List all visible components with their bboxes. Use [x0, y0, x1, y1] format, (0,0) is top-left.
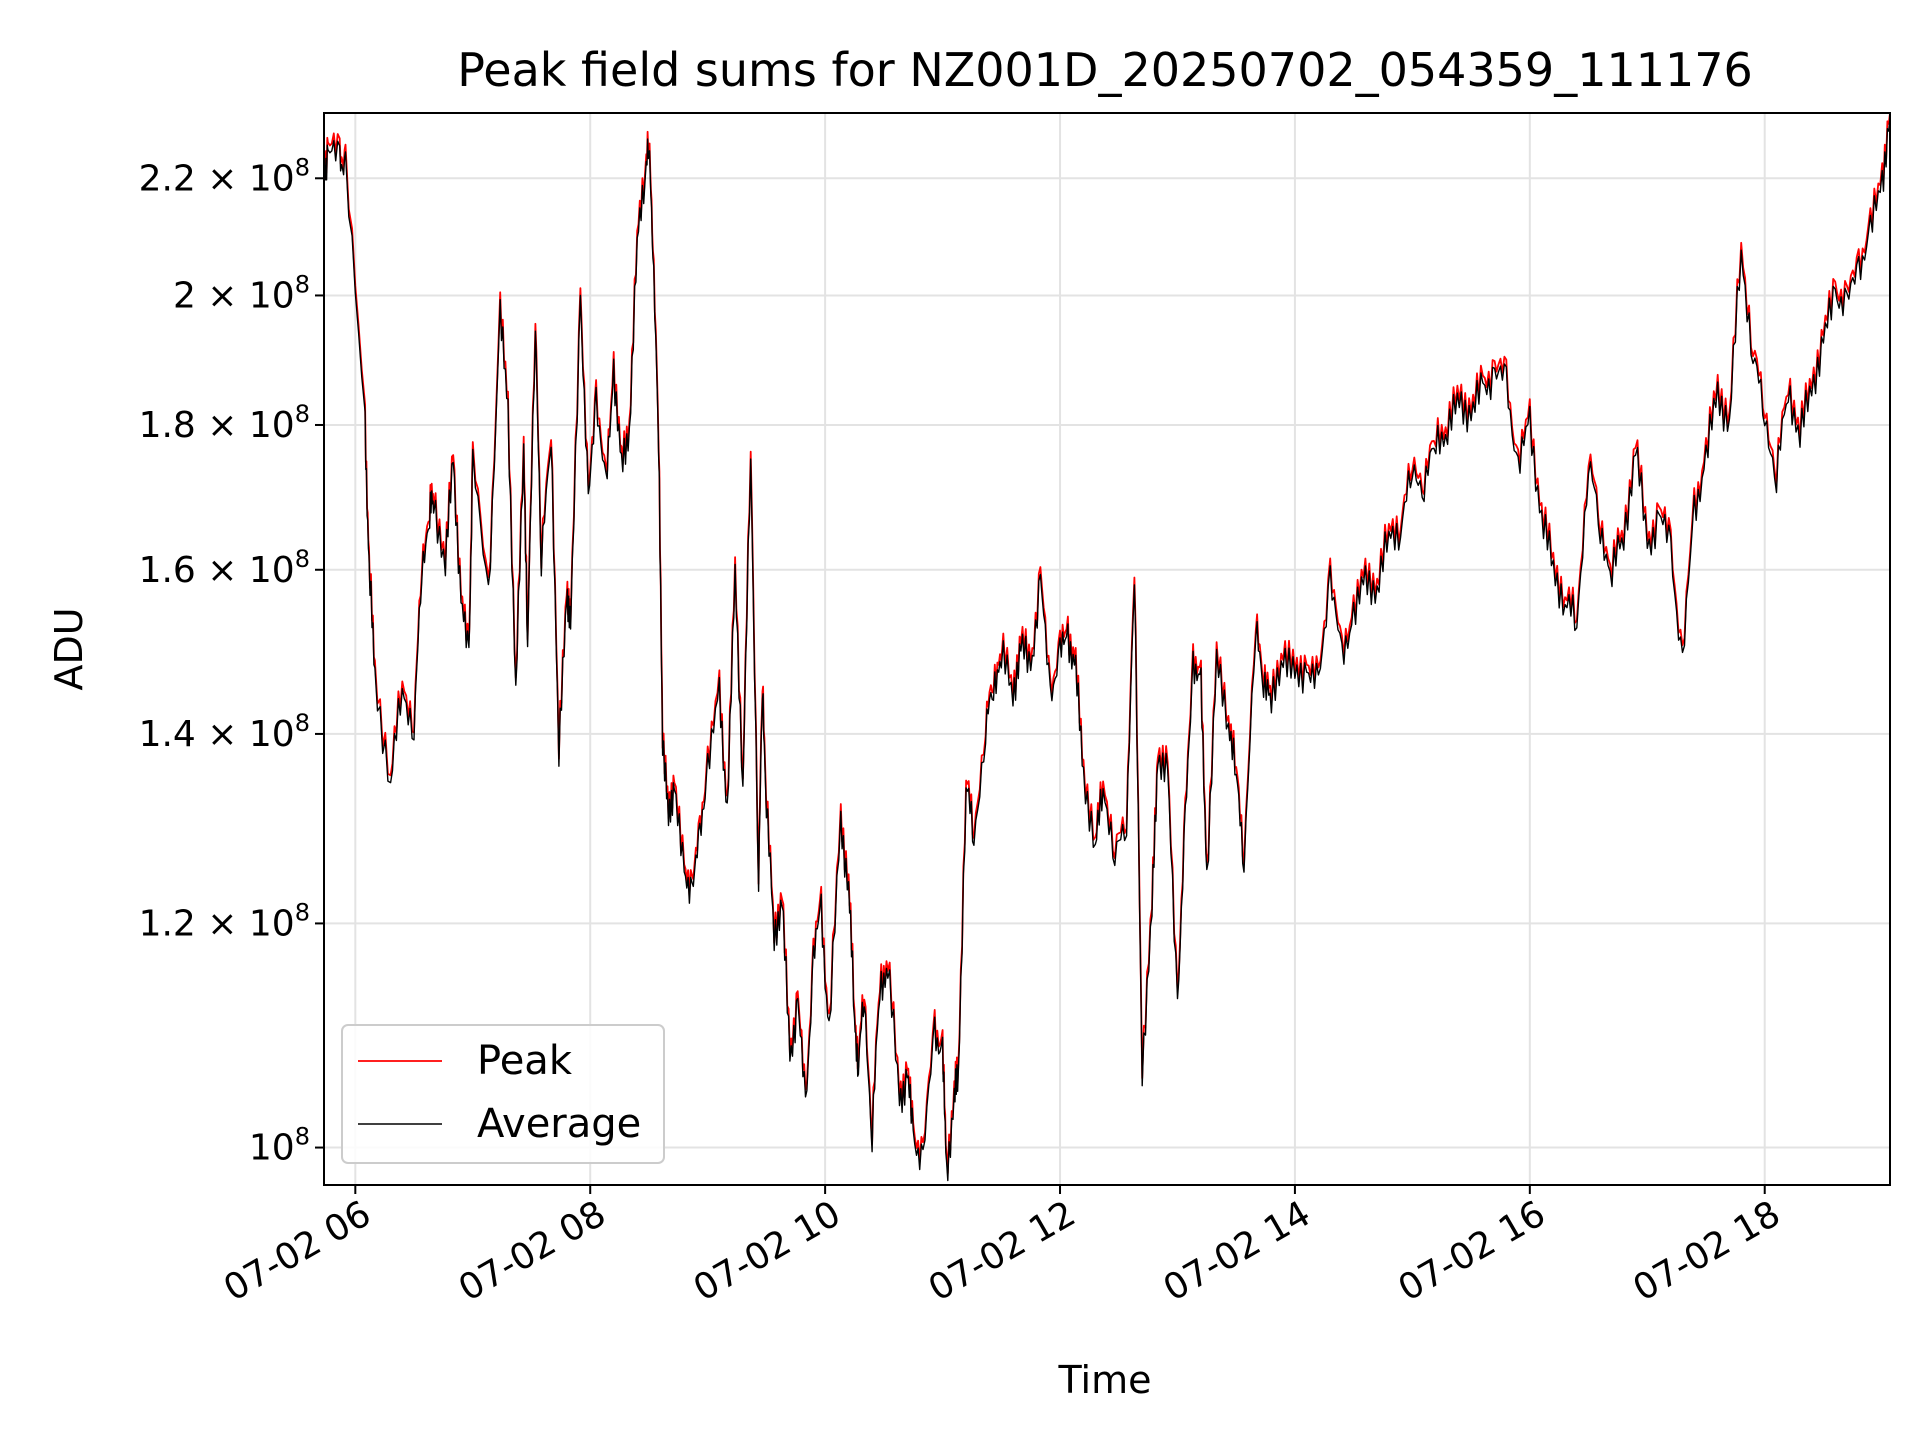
y-tick-mantissa: 1.6 — [139, 550, 196, 591]
y-tick-label: 1.8 × 108 — [139, 400, 310, 446]
series-layer — [323, 112, 1891, 1182]
y-tick-mantissa: 2 — [173, 275, 196, 316]
series-line-average — [323, 118, 1891, 1182]
y-tick-label: 1.2 × 108 — [139, 898, 310, 944]
y-tick-mantissa: 2.2 — [139, 158, 196, 199]
x-axis-label: Time — [1058, 1358, 1152, 1402]
y-axis-label: ADU — [47, 607, 91, 690]
y-tick-exponent: 8 — [295, 270, 310, 298]
legend-box — [341, 1024, 665, 1164]
y-tick-label: 1.6 × 108 — [139, 545, 310, 591]
y-tick-label: 1.4 × 108 — [139, 709, 310, 755]
y-tick-exponent: 8 — [295, 709, 310, 737]
y-tick-label: 2 × 108 — [173, 270, 310, 316]
y-tick-exponent: 8 — [295, 898, 310, 926]
y-tick-exponent: 8 — [295, 400, 310, 428]
legend: Peak Average — [341, 1024, 665, 1164]
y-tick-mantissa: 1.2 — [139, 903, 196, 944]
y-tick-exponent: 8 — [295, 1123, 310, 1151]
plot-frame — [323, 112, 1891, 1186]
y-tick-mantissa: 1.4 — [139, 714, 196, 755]
legend-label-peak: Peak — [477, 1038, 573, 1084]
chart-title: Peak field sums for NZ001D_20250702_0543… — [457, 43, 1753, 97]
y-tick-label: 2.2 × 108 — [139, 153, 310, 199]
y-tick-exponent: 8 — [295, 545, 310, 573]
y-tick-mantissa: 1.8 — [139, 405, 196, 446]
y-tick-exponent: 8 — [295, 153, 310, 181]
legend-label-average: Average — [477, 1101, 641, 1147]
